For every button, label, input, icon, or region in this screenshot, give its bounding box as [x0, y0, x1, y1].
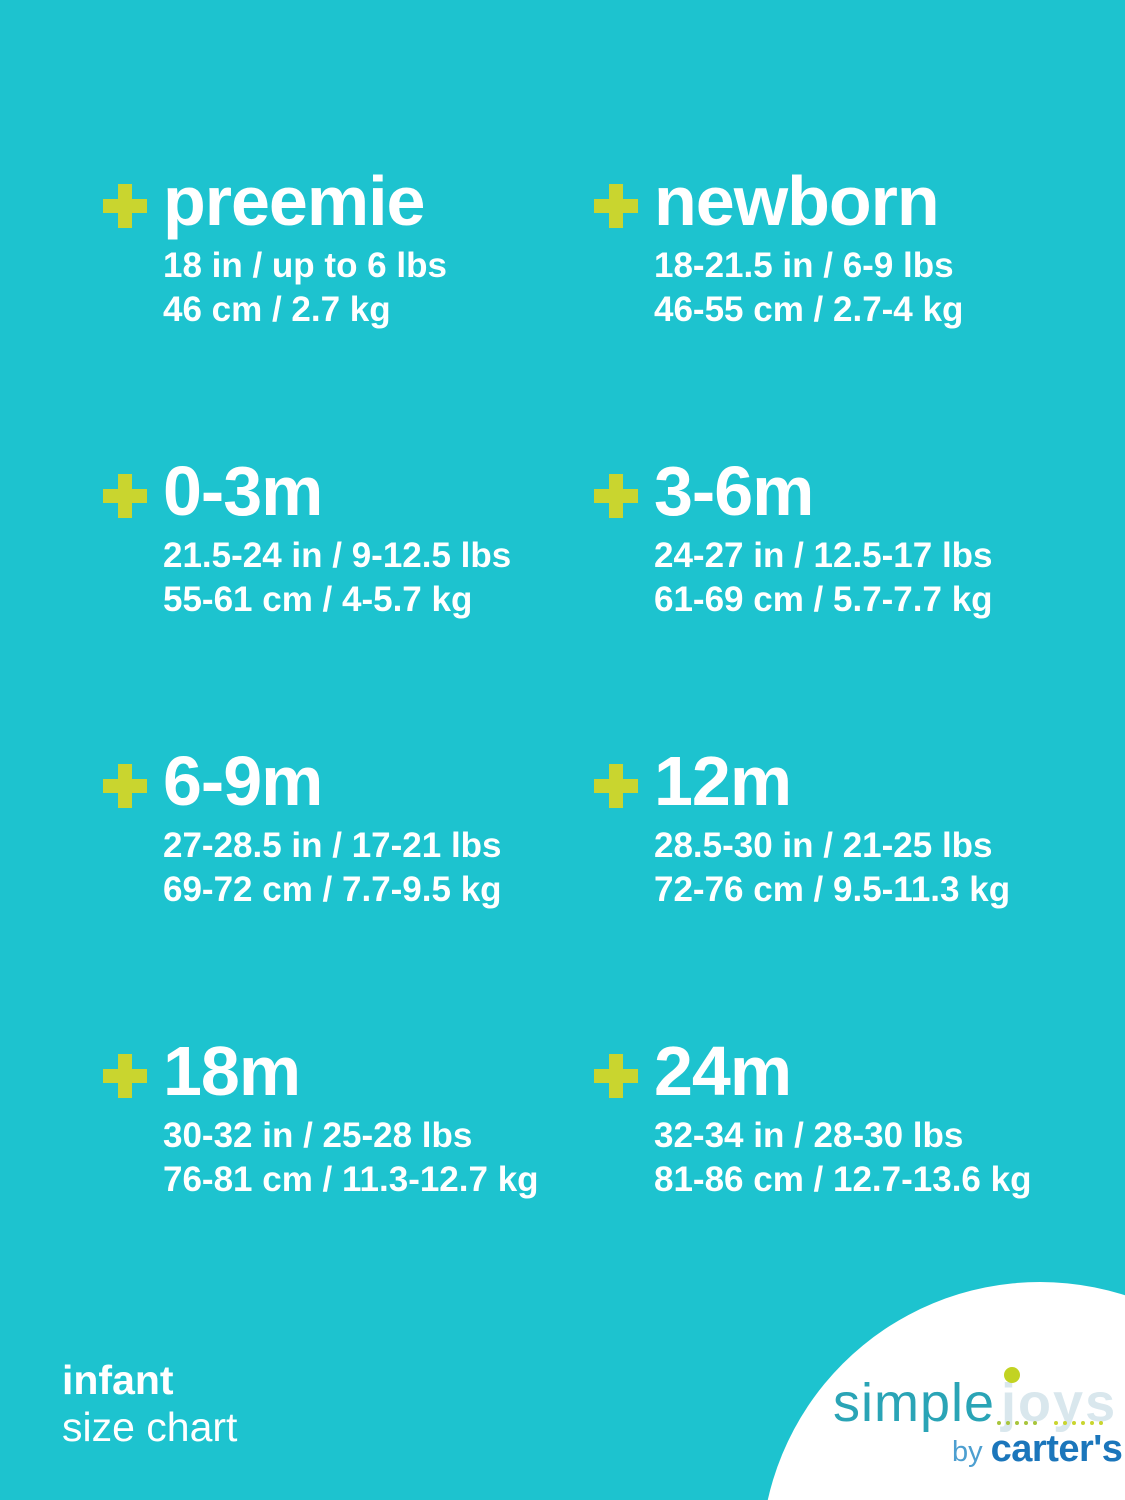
size-metric: 46-55 cm / 2.7-4 kg	[654, 290, 964, 329]
size-imperial: 24-27 in / 12.5-17 lbs	[654, 536, 993, 575]
size-label: 0-3m	[163, 452, 323, 530]
size-metric: 55-61 cm / 4-5.7 kg	[163, 580, 473, 619]
size-entry-header: 3-6m	[594, 452, 1064, 530]
plus-icon	[594, 1054, 638, 1098]
size-imperial: 28.5-30 in / 21-25 lbs	[654, 826, 993, 865]
size-entry-newborn: newborn 18-21.5 in / 6-9 lbs 46-55 cm / …	[594, 162, 1064, 332]
size-entry-24m: 24m 32-34 in / 28-30 lbs 81-86 cm / 12.7…	[594, 1032, 1064, 1202]
logo-carters-text: carter's	[990, 1428, 1123, 1470]
size-label: newborn	[654, 162, 940, 240]
plus-icon	[103, 764, 147, 808]
logo-joys-text: joys	[1001, 1367, 1118, 1434]
size-entry-header: newborn	[594, 162, 1064, 240]
size-label: 12m	[654, 742, 792, 820]
size-entry-12m: 12m 28.5-30 in / 21-25 lbs 72-76 cm / 9.…	[594, 742, 1064, 912]
plus-icon	[103, 1054, 147, 1098]
size-entry-header: 24m	[594, 1032, 1064, 1110]
chart-title-type: size chart	[62, 1404, 238, 1450]
size-metric: 81-86 cm / 12.7-13.6 kg	[654, 1160, 1032, 1199]
logo-joys-label: joys	[1001, 1373, 1118, 1433]
size-metric: 72-76 cm / 9.5-11.3 kg	[654, 870, 1011, 909]
size-entry-header: preemie	[103, 162, 573, 240]
plus-icon	[594, 764, 638, 808]
plus-icon	[103, 474, 147, 518]
logo-j-dot-icon	[1004, 1367, 1021, 1383]
size-label: 24m	[654, 1032, 792, 1110]
plus-icon	[103, 184, 147, 228]
size-label: 3-6m	[654, 452, 814, 530]
size-metric: 46 cm / 2.7 kg	[163, 290, 391, 329]
size-label: 18m	[163, 1032, 301, 1110]
plus-icon	[594, 184, 638, 228]
size-entry-preemie: preemie 18 in / up to 6 lbs 46 cm / 2.7 …	[103, 162, 573, 332]
size-entry-header: 18m	[103, 1032, 573, 1110]
size-entry-0-3m: 0-3m 21.5-24 in / 9-12.5 lbs 55-61 cm / …	[103, 452, 573, 622]
logo-dotted-underline-icon	[997, 1421, 1108, 1425]
size-entry-header: 6-9m	[103, 742, 573, 820]
logo-simple-text: simple	[833, 1373, 996, 1433]
size-entry-6-9m: 6-9m 27-28.5 in / 17-21 lbs 69-72 cm / 7…	[103, 742, 573, 912]
size-label: preemie	[163, 162, 425, 240]
size-imperial: 18 in / up to 6 lbs	[163, 246, 447, 285]
brand-logo: simple joys	[833, 1367, 1118, 1434]
chart-title: infant size chart	[62, 1356, 237, 1450]
brand-byline: by carter's ™	[952, 1428, 1125, 1471]
size-entry-header: 12m	[594, 742, 1064, 820]
size-metric: 76-81 cm / 11.3-12.7 kg	[163, 1160, 539, 1199]
size-metric: 61-69 cm / 5.7-7.7 kg	[654, 580, 993, 619]
size-entry-header: 0-3m	[103, 452, 573, 530]
size-metric: 69-72 cm / 7.7-9.5 kg	[163, 870, 502, 909]
logo-by-text: by	[952, 1436, 983, 1468]
size-imperial: 32-34 in / 28-30 lbs	[654, 1116, 964, 1155]
size-imperial: 30-32 in / 25-28 lbs	[163, 1116, 473, 1155]
size-imperial: 18-21.5 in / 6-9 lbs	[654, 246, 954, 285]
size-entry-18m: 18m 30-32 in / 25-28 lbs 76-81 cm / 11.3…	[103, 1032, 573, 1202]
size-entry-3-6m: 3-6m 24-27 in / 12.5-17 lbs 61-69 cm / 5…	[594, 452, 1064, 622]
plus-icon	[594, 474, 638, 518]
chart-title-category: infant	[62, 1357, 174, 1403]
size-label: 6-9m	[163, 742, 323, 820]
size-imperial: 27-28.5 in / 17-21 lbs	[163, 826, 502, 865]
size-imperial: 21.5-24 in / 9-12.5 lbs	[163, 536, 512, 575]
